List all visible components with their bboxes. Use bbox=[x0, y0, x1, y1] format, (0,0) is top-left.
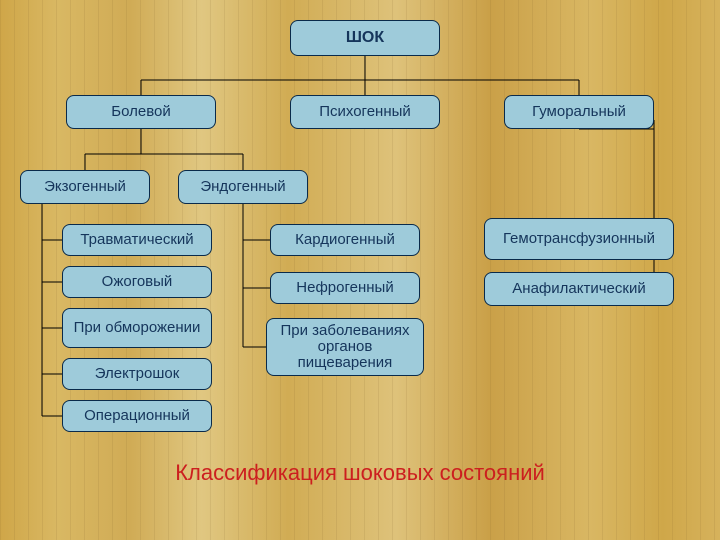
node-burn: Ожоговый bbox=[62, 266, 212, 298]
node-label: Гемотрансфузионный bbox=[503, 231, 655, 247]
node-label: Травматический bbox=[80, 232, 193, 248]
diagram-caption: Классификация шоковых состояний bbox=[0, 460, 720, 486]
node-label: Кардиогенный bbox=[295, 232, 395, 248]
node-label: Экзогенный bbox=[44, 179, 126, 195]
node-cardio: Кардиогенный bbox=[270, 224, 420, 256]
node-hemo: Гемотрансфузионный bbox=[484, 218, 674, 260]
node-label: Нефрогенный bbox=[296, 280, 393, 296]
diagram-stage: Классификация шоковых состояний ШОК Болев… bbox=[0, 0, 720, 540]
node-anaph: Анафилактический bbox=[484, 272, 674, 306]
node-label: Анафилактический bbox=[512, 281, 645, 297]
node-label: Эндогенный bbox=[200, 179, 285, 195]
node-label: При заболеваниях органов пищеварения bbox=[273, 323, 417, 370]
node-psycho: Психогенный bbox=[290, 95, 440, 129]
node-label: Ожоговый bbox=[102, 274, 173, 290]
node-label: Болевой bbox=[111, 104, 170, 120]
node-label: Гуморальный bbox=[532, 104, 626, 120]
node-label: Психогенный bbox=[319, 104, 411, 120]
node-exo: Экзогенный bbox=[20, 170, 150, 204]
node-oper: Операционный bbox=[62, 400, 212, 432]
node-nephro: Нефрогенный bbox=[270, 272, 420, 304]
node-endo: Эндогенный bbox=[178, 170, 308, 204]
node-label: Операционный bbox=[84, 408, 190, 424]
node-humoral: Гуморальный bbox=[504, 95, 654, 129]
node-digest: При заболеваниях органов пищеварения bbox=[266, 318, 424, 376]
node-root: ШОК bbox=[290, 20, 440, 56]
node-trauma: Травматический bbox=[62, 224, 212, 256]
node-label: Электрошок bbox=[95, 366, 180, 382]
node-frost: При обморожении bbox=[62, 308, 212, 348]
node-electro: Электрошок bbox=[62, 358, 212, 390]
node-pain: Болевой bbox=[66, 95, 216, 129]
node-label: При обморожении bbox=[74, 320, 201, 336]
node-label: ШОК bbox=[346, 30, 384, 47]
